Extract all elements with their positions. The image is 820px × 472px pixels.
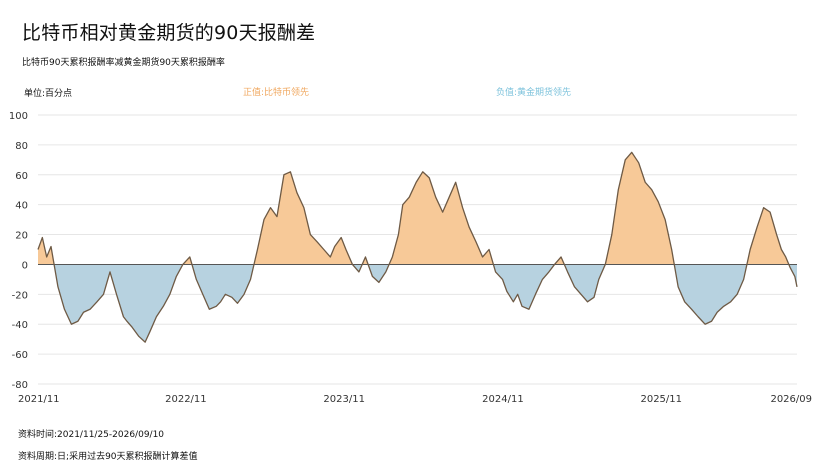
data-frequency-note: 资料周期:日;采用过去90天累积报酬计算差值 [18,452,198,462]
x-tick-label: 2022/11 [165,394,207,405]
x-tick-label: 2021/11 [18,394,60,405]
page-title: 比特币相对黄金期货的90天报酬差 [22,22,316,44]
chart-canvas: 100 80 60 40 20 0 -20 -40 -60 -80 2021/11 2022/11 20… [9,111,812,405]
y-tick-label: 0 [22,260,28,271]
negative-area [564,264,606,302]
negative-area [368,264,390,283]
y-tick-label: 20 [15,231,28,242]
y-tick-label: -20 [12,290,28,301]
series-line [37,151,798,343]
negative-area [54,264,183,343]
negative-area [674,264,747,325]
unit-label: 单位:百分点 [24,89,73,99]
x-tick-label: 2026/09 [770,394,812,405]
y-tick-label: 60 [15,171,28,182]
positive-area [746,207,789,265]
y-tick-label: 100 [9,111,28,122]
legend-negative: 负值:黄金期货领先 [496,88,572,98]
negative-area [493,264,555,310]
y-tick-label: 40 [15,201,28,212]
positive-area [253,171,353,265]
x-tick-label: 2025/11 [640,394,682,405]
x-tick-label: 2023/11 [323,394,365,405]
positive-area [389,171,494,265]
legend-positive: 正值:比特币领先 [243,88,310,98]
y-tick-label: -80 [12,380,28,391]
positive-area [38,237,55,265]
positive-area [605,152,675,265]
data-period-note: 资料时间:2021/11/25-2026/09/10 [18,430,165,440]
negative-area [191,264,254,310]
y-tick-label: 80 [15,141,28,152]
x-tick-label: 2024/11 [482,394,524,405]
y-tick-label: -60 [12,350,28,361]
chart-subtitle: 比特币90天累积报酬率减黄金期货90天累积报酬率 [22,58,225,68]
y-tick-label: -40 [12,320,28,331]
negative-area [788,264,797,287]
